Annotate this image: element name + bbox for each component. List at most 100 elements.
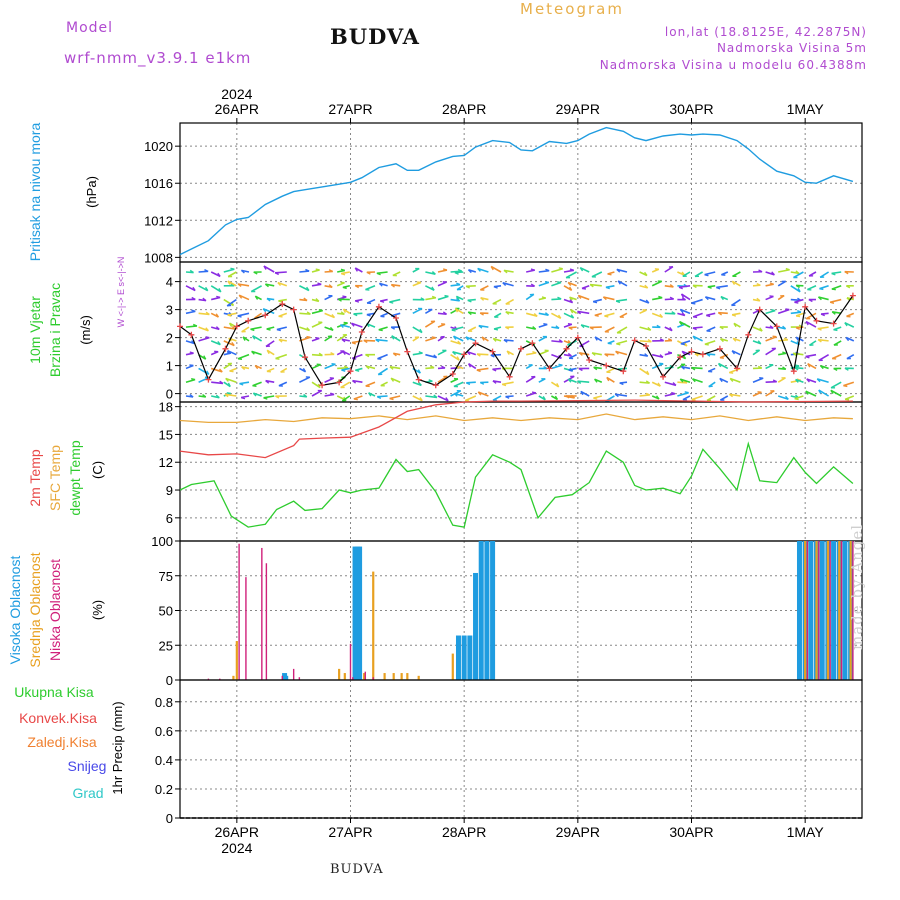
wind-arrow — [704, 340, 716, 346]
wind-speed-marker — [392, 315, 399, 321]
wind-arrow-head — [342, 286, 347, 290]
wind-arrow-head — [191, 309, 196, 313]
wind-arrow — [437, 375, 448, 383]
y-tick-label: 50 — [159, 604, 173, 619]
wind-arrow — [731, 350, 741, 356]
wind-arrow-head — [581, 287, 587, 290]
y-tick-label: 0.6 — [155, 724, 173, 739]
wind-arrow-head — [433, 394, 438, 398]
wind-arrow — [274, 271, 287, 274]
wind-arrow — [577, 380, 590, 384]
wind-arrow-head — [616, 268, 621, 273]
wind-arrow-head — [330, 392, 335, 396]
wind-arrow — [807, 362, 817, 370]
wind-arrow-head — [329, 326, 334, 331]
wind-arrow — [503, 339, 514, 342]
wind-arrow — [276, 326, 287, 331]
wind-arrow-head — [594, 314, 599, 317]
wind-arrow-head — [342, 295, 347, 298]
cloud-bar — [818, 541, 820, 680]
wind-arrow — [210, 340, 221, 346]
panel-frame-wind — [179, 261, 863, 403]
wind-arrow-head — [691, 302, 696, 305]
wind-arrow — [538, 349, 549, 356]
wind-arrow — [692, 378, 703, 383]
y-tick-label: 0.2 — [155, 782, 173, 797]
wind-arrow — [198, 285, 209, 292]
wind-arrow-head — [227, 280, 231, 285]
wind-arrow-head — [252, 385, 257, 387]
wind-arrow-head — [795, 284, 800, 289]
wind-speed-marker — [849, 292, 856, 299]
wind-arrow-head — [355, 369, 360, 372]
wind-arrow-head — [719, 356, 725, 359]
wind-speed-marker — [802, 303, 809, 310]
wind-arrow — [843, 381, 855, 387]
cloud-bar — [207, 678, 210, 680]
wind-speed-marker — [546, 365, 553, 372]
wind-arrow — [678, 284, 691, 289]
wind-speed-marker — [489, 348, 496, 355]
wind-arrow-head — [266, 328, 271, 331]
wind-arrow — [299, 270, 310, 273]
wind-arrow-head — [229, 370, 234, 373]
wind-speed-marker — [790, 368, 797, 375]
wind-arrow-head — [389, 397, 394, 401]
wind-arrow-head — [646, 370, 650, 375]
wind-arrow-head — [392, 352, 397, 357]
wind-arrow-head — [615, 300, 621, 304]
wind-arrow-head — [278, 315, 283, 318]
wind-arrow-head — [531, 391, 537, 394]
dewpoint-axis-label: dewpt Temp — [67, 440, 83, 515]
wind-arrow-head — [691, 367, 696, 371]
wind-arrow — [437, 349, 447, 356]
wind-arrow — [477, 391, 489, 397]
wind-arrow — [731, 298, 741, 307]
wind-arrow-head — [567, 322, 572, 325]
wind-arrow-head — [457, 268, 463, 272]
cloud-bar — [261, 547, 263, 680]
wind-arrow — [237, 283, 250, 287]
wind-arrow-head — [691, 398, 696, 402]
y-tick-label: 0.8 — [155, 695, 173, 710]
wind-arrow-head — [544, 281, 550, 284]
wind-arrow — [210, 367, 223, 373]
wind-arrow-head — [230, 283, 235, 287]
wind-arrow — [592, 298, 602, 303]
wind-arrow — [252, 381, 262, 387]
wind-arrow — [412, 352, 423, 356]
wind-arrow-head — [254, 365, 259, 370]
wind-arrow-head — [532, 350, 537, 354]
wind-arrow-head — [389, 301, 394, 304]
wind-arrow-head — [251, 350, 255, 355]
cloud-bar — [417, 675, 420, 680]
wind-arrow-head — [844, 271, 849, 275]
wind-arrow — [692, 312, 703, 318]
wind-arrow-head — [454, 271, 459, 275]
wind-arrow — [805, 390, 817, 397]
wind-arrow-head — [219, 380, 224, 384]
wind-speed-marker — [336, 379, 343, 386]
cloud-bar — [343, 673, 346, 680]
wind-arrow — [526, 269, 535, 273]
cloud-bar — [838, 541, 841, 680]
wind-arrow — [210, 271, 221, 278]
wind-arrow-head — [604, 315, 609, 318]
wind-arrow-head — [315, 336, 320, 340]
wind-arrow-head — [731, 280, 736, 286]
wind-arrow-head — [769, 325, 774, 329]
wind-speed-marker — [347, 368, 354, 375]
cloud-bar — [364, 671, 366, 680]
wind-arrow — [390, 377, 401, 383]
wind-arrow — [694, 271, 703, 278]
wind-arrow-head — [594, 378, 598, 383]
cloud-bar — [235, 641, 238, 680]
wind-arrow-head — [237, 358, 243, 361]
wind-arrow — [691, 366, 703, 370]
wind-arrow-head — [353, 398, 358, 401]
wind-arrow-head — [843, 384, 848, 388]
wind-arrow-head — [671, 311, 676, 315]
wind-arrow — [844, 321, 855, 328]
wind-arrow-head — [644, 353, 649, 357]
wind-speed-marker — [319, 382, 326, 389]
